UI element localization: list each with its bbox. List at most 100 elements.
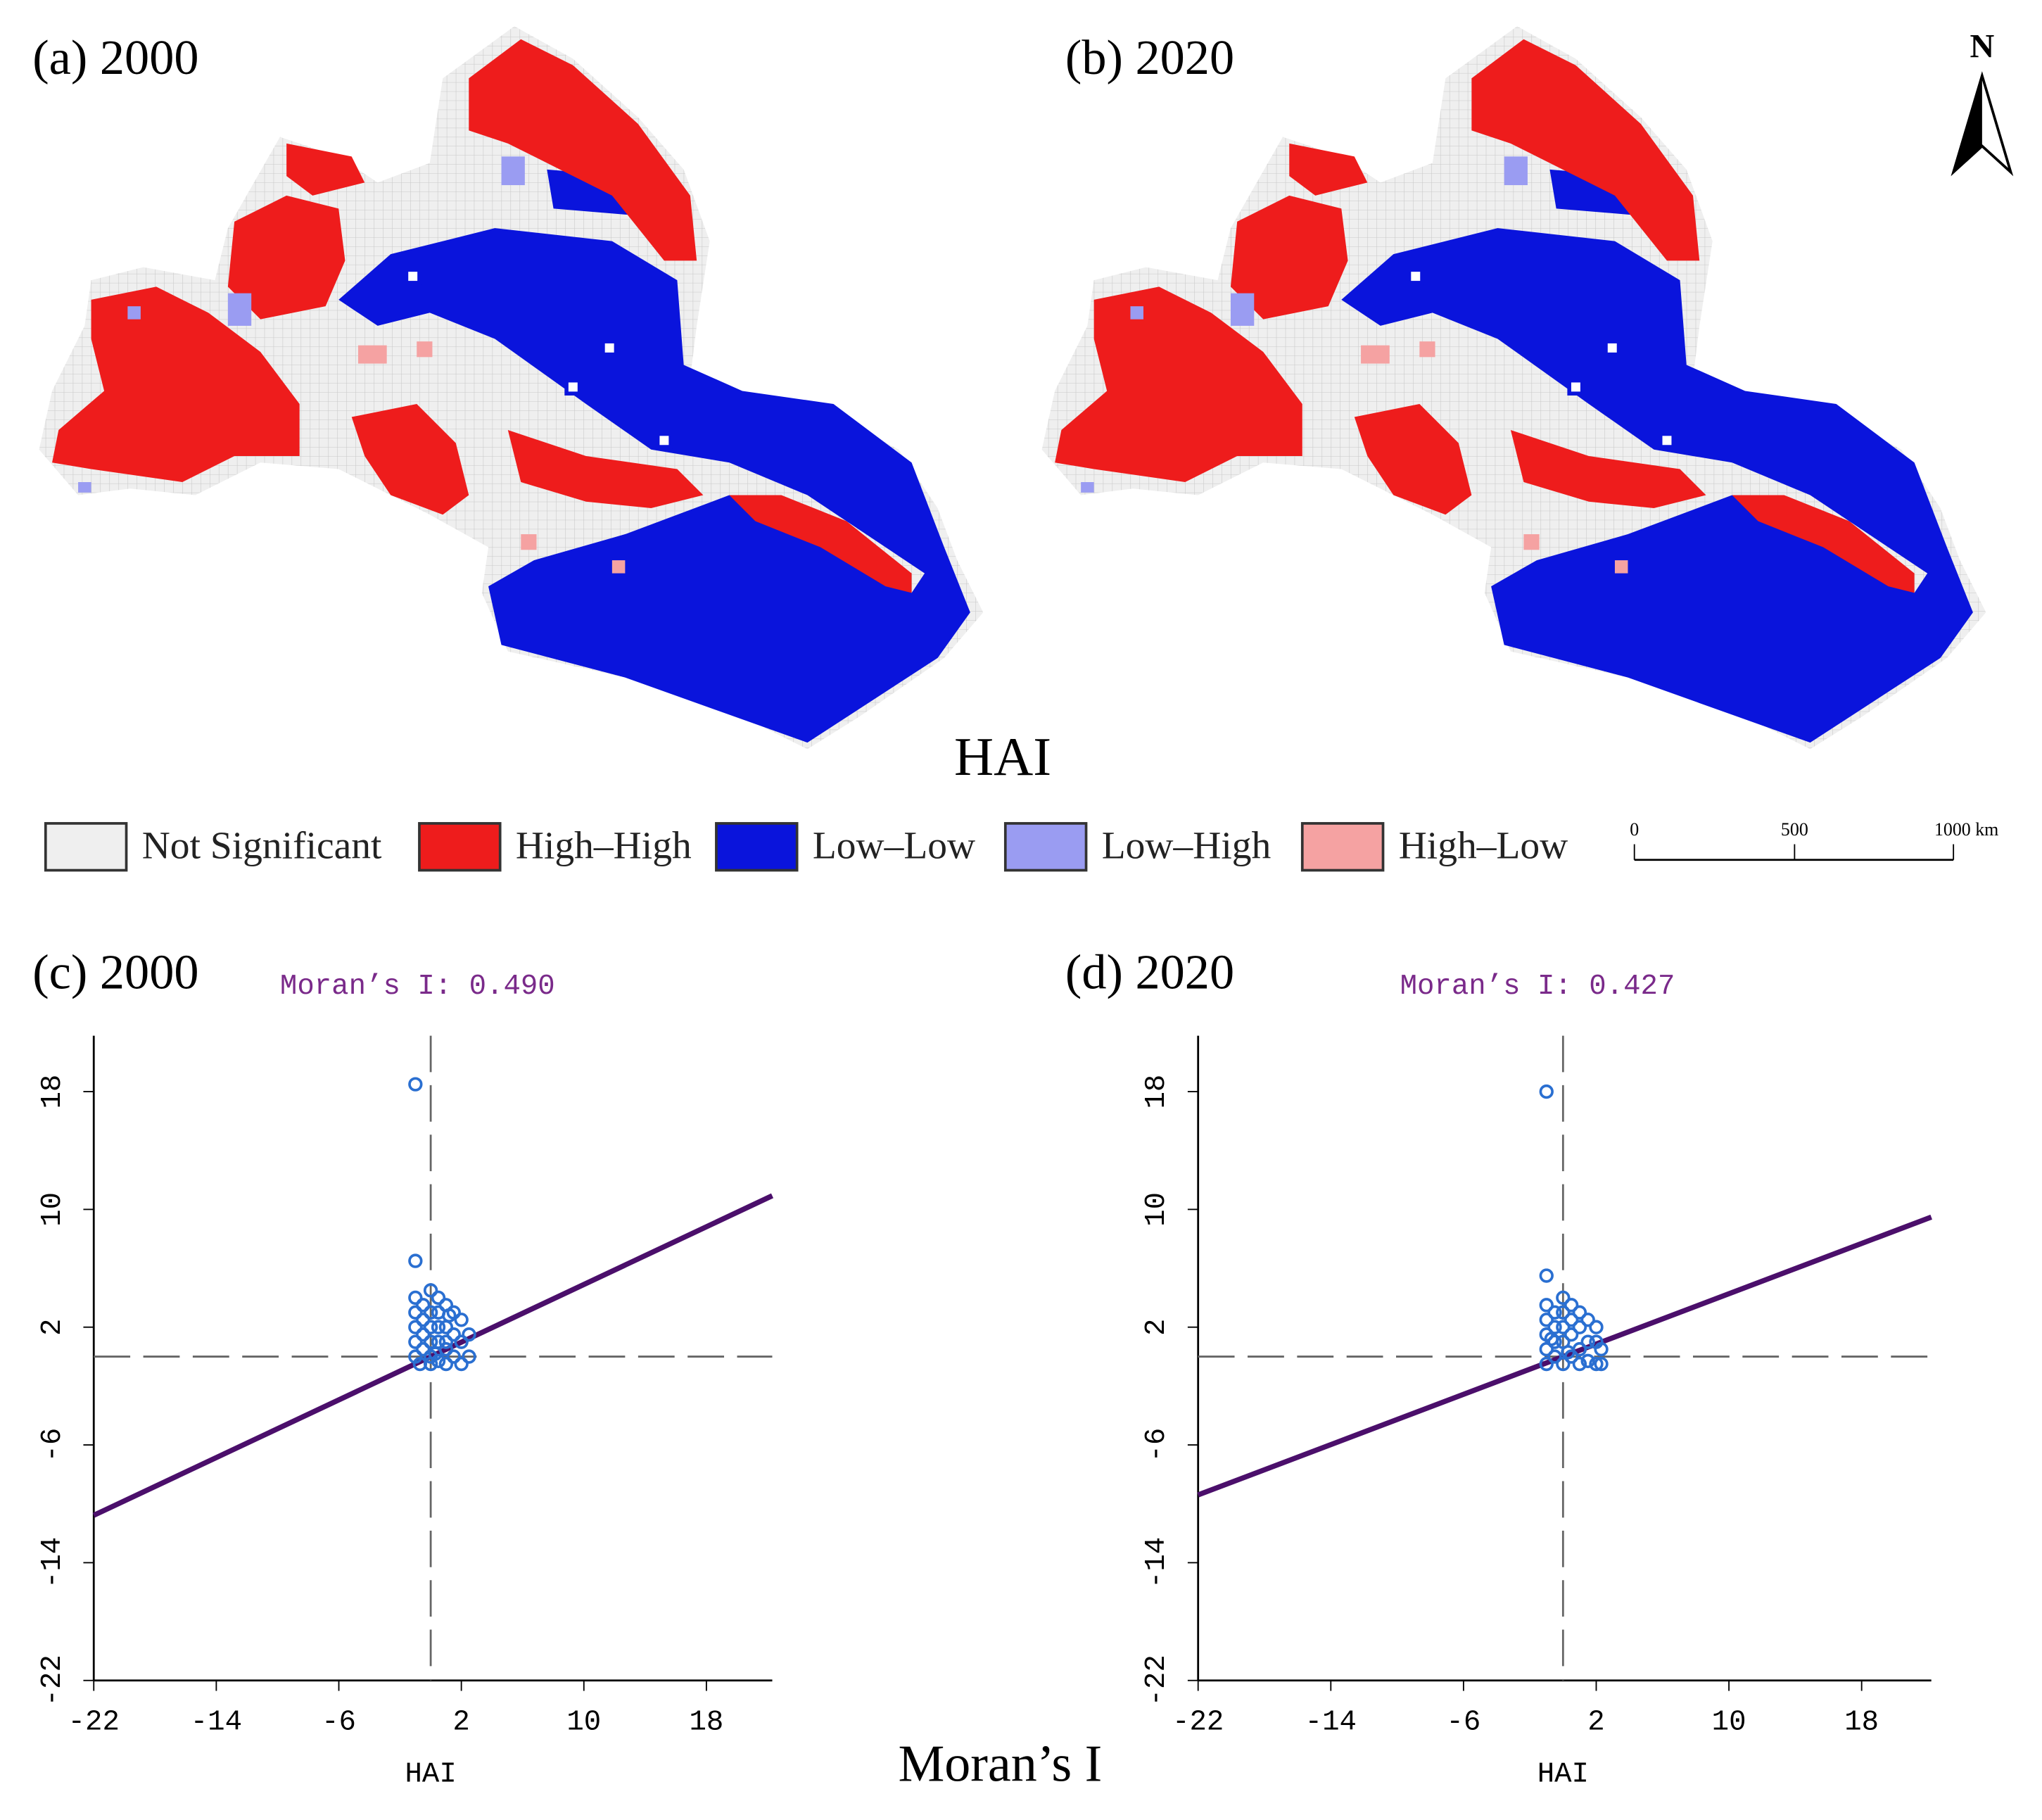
legend-label: Low–Low: [813, 825, 975, 868]
y-tick-label: -6: [37, 1428, 69, 1462]
y-tick-label: -14: [37, 1537, 69, 1588]
x-tick-label: 10: [1712, 1707, 1746, 1739]
legend-swatch: [418, 822, 502, 872]
point: [1539, 1268, 1554, 1283]
point: [1580, 1353, 1595, 1369]
chart-subtitle: Moran’s I: 0.427: [1400, 971, 1675, 1003]
point: [408, 1077, 423, 1092]
legend-swatch: [44, 822, 128, 872]
y-tick-label: -6: [1141, 1428, 1173, 1462]
point: [416, 1341, 431, 1357]
point: [1580, 1334, 1595, 1349]
point: [1539, 1313, 1554, 1327]
legend-swatch: [715, 822, 799, 872]
y-tick-label: 2: [1141, 1319, 1173, 1336]
chart-title: (d) 2020: [1065, 944, 1234, 999]
point: [1589, 1356, 1604, 1372]
x-axis-label: HAI: [1537, 1759, 1589, 1791]
x-tick-label: 2: [452, 1707, 469, 1739]
point: [416, 1313, 431, 1327]
point: [408, 1253, 423, 1268]
point: [408, 1290, 423, 1306]
x-tick-label: -22: [68, 1707, 120, 1739]
x-tick-label: -14: [1305, 1707, 1357, 1739]
legend-swatch: [1300, 822, 1385, 872]
x-axis-label: HAI: [405, 1759, 456, 1791]
point: [1547, 1305, 1562, 1320]
point: [423, 1283, 438, 1298]
map-2020: [1042, 26, 1986, 749]
point: [446, 1349, 461, 1364]
point: [1594, 1341, 1609, 1357]
y-tick-label: -22: [37, 1655, 69, 1706]
y-tick-label: 10: [37, 1192, 69, 1227]
point: [1539, 1084, 1554, 1099]
legend-label: Low–High: [1102, 825, 1272, 868]
point: [1572, 1356, 1587, 1372]
legend-swatch: [1003, 822, 1088, 872]
x-tick-label: -6: [322, 1707, 356, 1739]
north-arrow-half: [1953, 75, 1982, 172]
map-title: HAI: [954, 726, 1051, 787]
point: [1544, 1332, 1559, 1346]
x-tick-label: 18: [1844, 1707, 1879, 1739]
point: [1556, 1290, 1571, 1306]
point: [1594, 1356, 1609, 1372]
point: [408, 1305, 423, 1320]
point: [431, 1353, 446, 1369]
point: [1556, 1320, 1571, 1334]
point: [1580, 1313, 1595, 1327]
chart-subtitle: Moran’s I: 0.490: [280, 971, 555, 1003]
point: [454, 1313, 469, 1327]
x-tick-label: 10: [566, 1707, 601, 1739]
y-tick-label: 18: [1141, 1075, 1173, 1109]
legend-label: High–Low: [1399, 825, 1568, 868]
x-tick-label: -22: [1172, 1707, 1224, 1739]
y-tick-label: 10: [1141, 1192, 1173, 1227]
point: [1556, 1305, 1571, 1320]
y-tick-label: -22: [1141, 1655, 1173, 1706]
panel-label: (a) 2000: [32, 30, 198, 85]
point: [1539, 1356, 1554, 1372]
point: [423, 1334, 438, 1349]
point: [462, 1349, 476, 1364]
x-tick-label: 18: [689, 1707, 723, 1739]
point: [1539, 1298, 1554, 1313]
footer: Moran’s I: [898, 1736, 1102, 1793]
y-tick-label: 18: [37, 1075, 69, 1109]
x-tick-label: 2: [1587, 1707, 1604, 1739]
y-tick-label: 2: [37, 1319, 69, 1336]
point: [431, 1290, 446, 1306]
point: [408, 1334, 423, 1349]
point: [1589, 1320, 1604, 1334]
point: [446, 1327, 461, 1342]
point: [1564, 1327, 1579, 1342]
point: [408, 1320, 423, 1334]
point: [442, 1308, 457, 1323]
scale-label: 0: [1630, 819, 1639, 840]
north-label: N: [1970, 28, 1994, 65]
point: [412, 1356, 428, 1372]
map-2000: [39, 26, 984, 749]
point: [1556, 1356, 1571, 1372]
point: [416, 1298, 431, 1313]
panel-label: (b) 2020: [1065, 30, 1234, 85]
scale-label: 500: [1781, 819, 1808, 840]
point: [428, 1346, 443, 1361]
point: [462, 1327, 476, 1342]
point: [438, 1356, 454, 1372]
legend: Not Significant High–High Low–Low Low–High H…: [44, 822, 1568, 872]
point: [454, 1356, 469, 1372]
legend-label: Not Significant: [142, 825, 382, 868]
point: [1572, 1320, 1587, 1334]
point: [423, 1305, 438, 1320]
point: [1564, 1298, 1579, 1313]
regression-line: [92, 1193, 774, 1518]
scale-label: 1000 km: [1934, 819, 1998, 840]
point: [438, 1334, 454, 1349]
legend-label: High–High: [516, 825, 692, 868]
point: [423, 1320, 438, 1334]
point: [454, 1334, 469, 1349]
point: [1564, 1313, 1579, 1327]
